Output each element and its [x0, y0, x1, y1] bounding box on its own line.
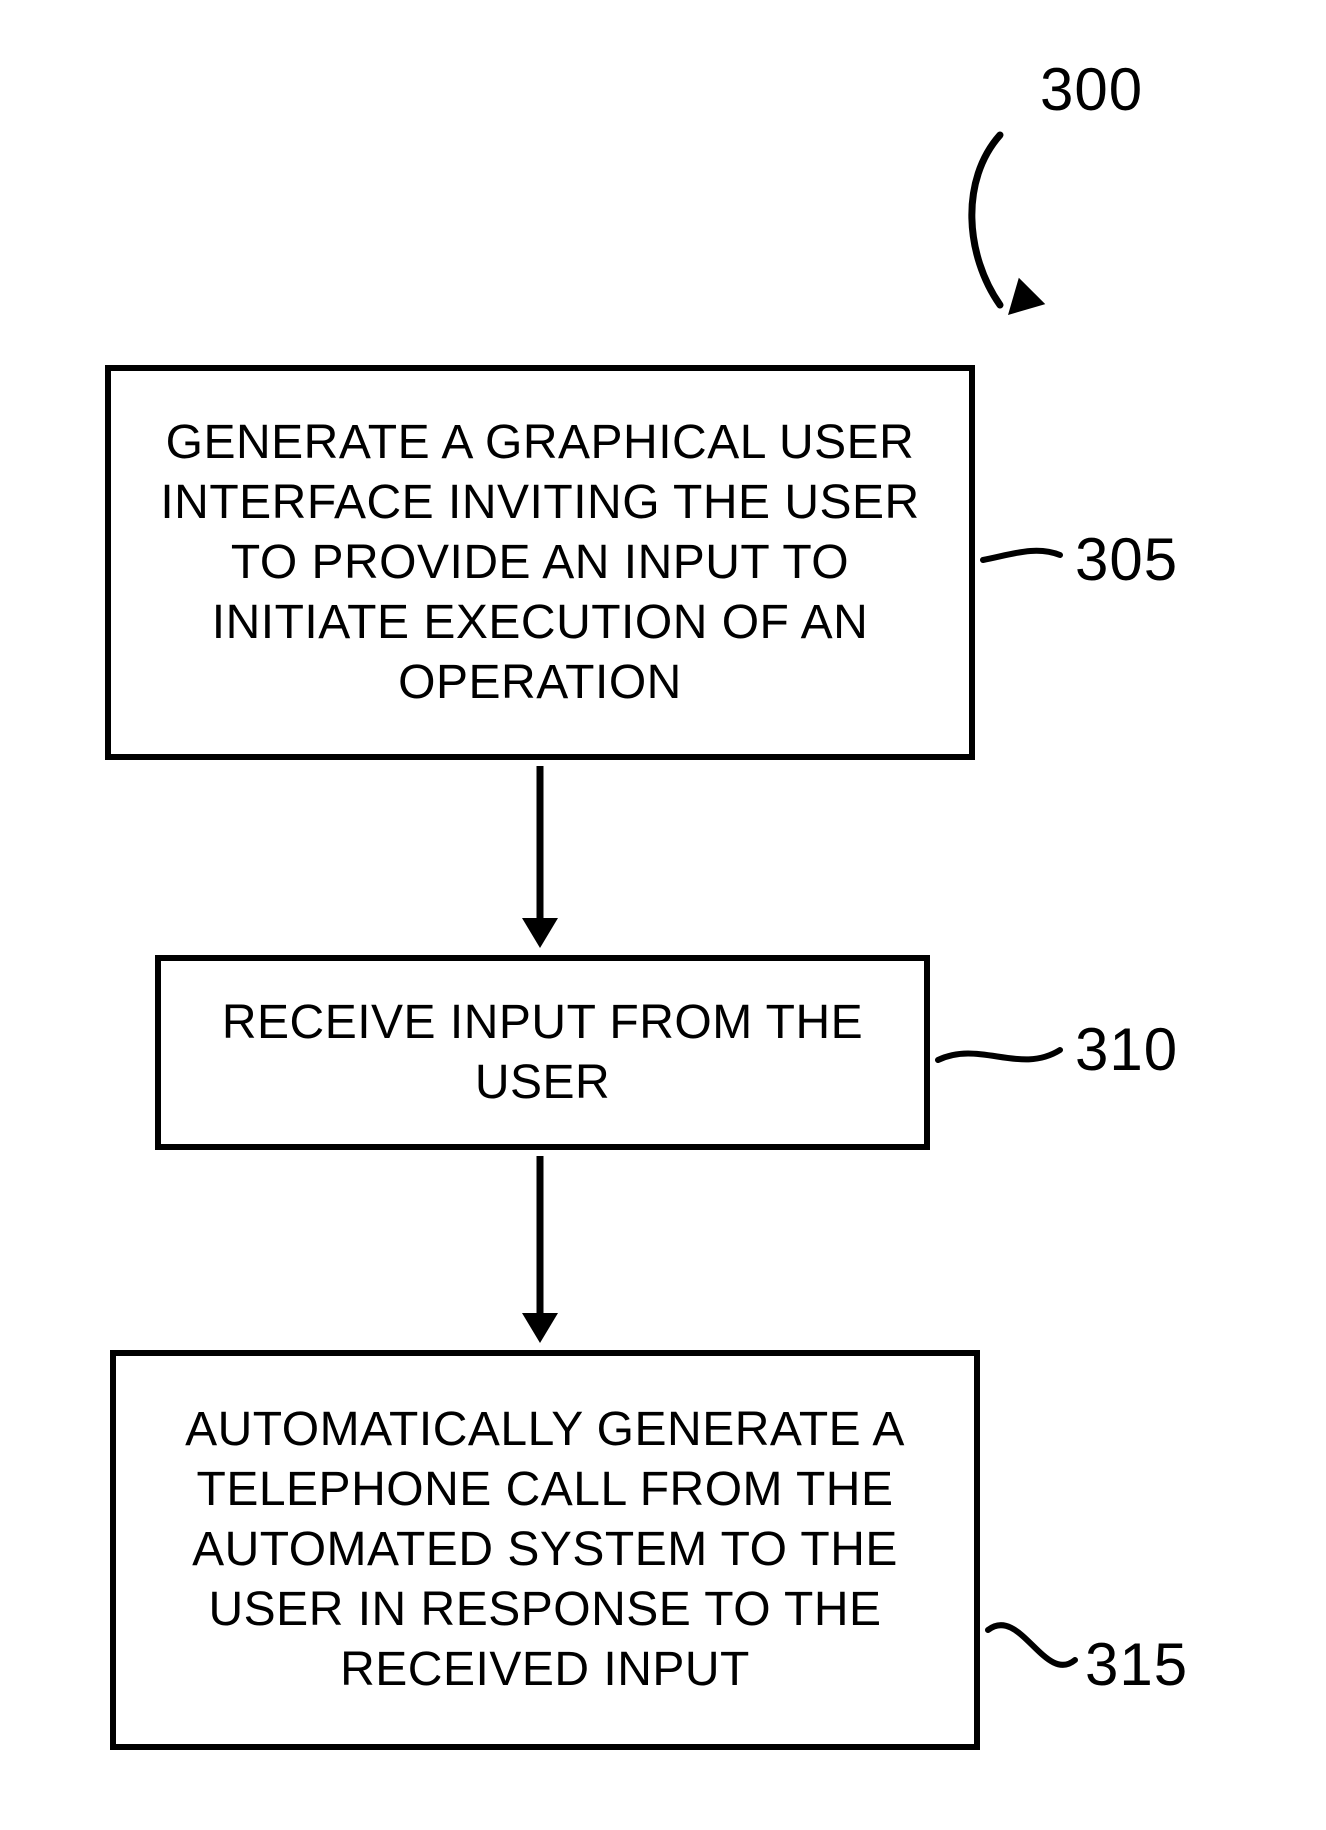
node-ref-text: 310 — [1075, 1016, 1178, 1083]
flow-node-text: AUTOMATICALLY GENERATE A TELEPHONE CALL … — [146, 1400, 944, 1700]
flow-node-receive-input: RECEIVE INPUT FROM THE USER — [155, 955, 930, 1150]
node-ref-text: 315 — [1085, 1631, 1188, 1698]
flow-node-generate-call: AUTOMATICALLY GENERATE A TELEPHONE CALL … — [110, 1350, 980, 1750]
flow-node-text: GENERATE A GRAPHICAL USER INTERFACE INVI… — [141, 413, 939, 713]
flow-node-text: RECEIVE INPUT FROM THE USER — [191, 993, 894, 1113]
node-ref-310: 310 — [1075, 1015, 1178, 1084]
node-ref-315: 315 — [1085, 1630, 1188, 1699]
figure-ref-text: 300 — [1040, 56, 1143, 123]
flow-node-generate-gui: GENERATE A GRAPHICAL USER INTERFACE INVI… — [105, 365, 975, 760]
node-ref-305: 305 — [1075, 525, 1178, 594]
node-ref-text: 305 — [1075, 526, 1178, 593]
figure-ref-300: 300 — [1040, 55, 1143, 124]
